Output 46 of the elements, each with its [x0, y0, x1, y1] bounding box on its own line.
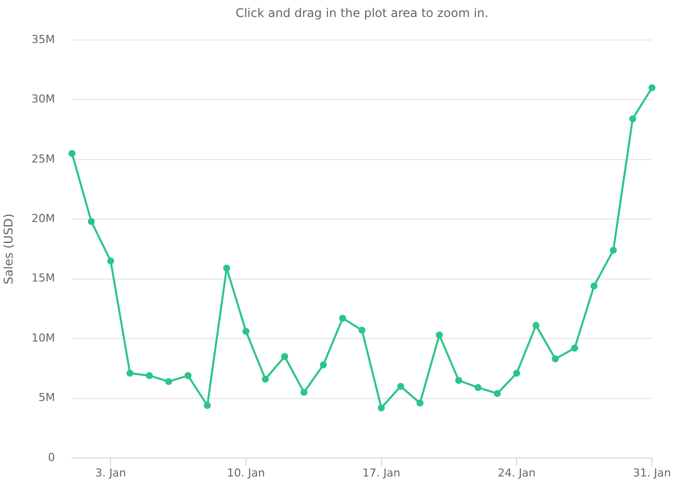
y-tick-label: 0 — [48, 450, 55, 464]
point — [416, 400, 424, 407]
y-tick-label: 35M — [32, 32, 55, 46]
x-tick-label: 10. Jan — [227, 466, 265, 480]
point — [262, 376, 269, 383]
point — [610, 246, 617, 254]
y-tick-label: 15M — [32, 272, 55, 285]
x-tick-label: 31. Jan — [633, 466, 671, 480]
point — [184, 372, 192, 380]
point — [436, 331, 443, 338]
point — [513, 370, 520, 377]
x-tick-label: 24. Jan — [498, 466, 536, 480]
x-tick-label: 17. Jan — [362, 466, 400, 480]
point — [126, 370, 134, 377]
y-tick-label: 5M — [38, 391, 55, 404]
point — [571, 344, 578, 352]
point — [88, 218, 95, 226]
point — [532, 322, 540, 329]
point — [204, 402, 211, 409]
point — [281, 352, 288, 360]
y-tick-label: 25M — [32, 152, 55, 166]
point — [320, 361, 327, 368]
point — [648, 84, 656, 92]
point — [629, 115, 636, 122]
y-tick-label: 10M — [32, 331, 55, 344]
y-tick-label: 30M — [32, 92, 55, 106]
point — [300, 388, 308, 396]
point — [358, 326, 366, 334]
y-tick-label: 20M — [32, 212, 55, 225]
point — [455, 376, 462, 384]
point — [107, 257, 114, 264]
x-tick-label: 3. Jan — [95, 466, 126, 480]
point — [339, 314, 346, 322]
point — [378, 404, 385, 412]
point — [242, 328, 250, 335]
point — [146, 372, 153, 380]
point — [494, 390, 501, 398]
point — [68, 150, 76, 157]
chart-subtitle: Click and drag in the plot area to zoom in. — [236, 6, 488, 20]
y-axis-title: Sales (USD) — [1, 214, 16, 284]
point — [397, 382, 404, 390]
point — [165, 378, 172, 386]
point — [223, 264, 230, 272]
point — [590, 282, 598, 290]
point — [552, 355, 559, 362]
point — [474, 384, 482, 392]
